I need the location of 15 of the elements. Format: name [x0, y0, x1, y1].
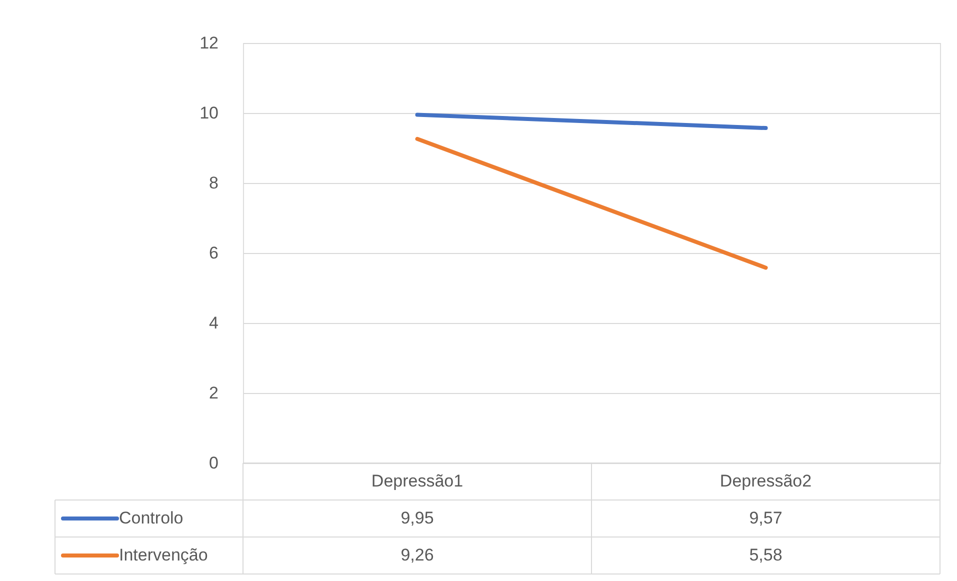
data-label: 9,57 [749, 508, 782, 528]
x-tick-label: Depressão2 [720, 472, 812, 490]
data-label: 9,26 [400, 546, 434, 564]
data-label: 5,58 [749, 546, 782, 564]
y-tick-label: 10 [200, 104, 218, 122]
y-tick-label: 12 [200, 34, 218, 52]
y-tick-label: 8 [209, 174, 218, 192]
y-tick-label: 6 [209, 244, 218, 262]
y-tick-label: 4 [209, 314, 218, 332]
x-tick-label: Depressão1 [371, 472, 464, 490]
y-tick-label: 2 [209, 384, 218, 402]
legend-label: Intervenção [119, 546, 208, 564]
y-tick-label: 0 [209, 454, 218, 472]
data-label: 9,95 [400, 508, 434, 528]
legend-label: Controlo [119, 508, 184, 528]
